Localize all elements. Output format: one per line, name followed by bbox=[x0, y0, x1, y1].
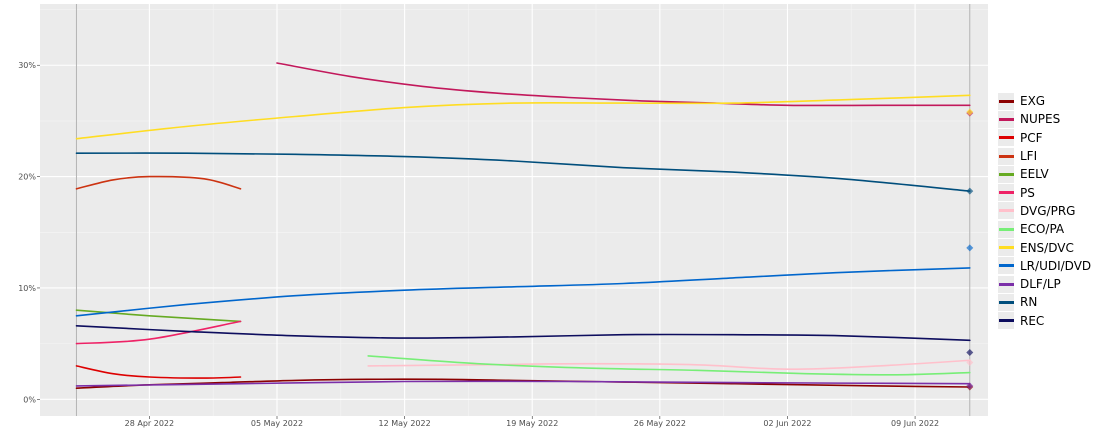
legend-item-rec: REC bbox=[998, 312, 1096, 330]
series-line-lfi bbox=[75, 175, 242, 190]
legend-swatch bbox=[998, 264, 1014, 268]
legend-swatch bbox=[998, 300, 1014, 304]
legend-key bbox=[998, 184, 1014, 202]
series-line-lr-udi-dvd bbox=[75, 267, 971, 317]
legend-swatch bbox=[998, 136, 1014, 140]
series-line-ens-dvc bbox=[75, 94, 971, 140]
series-line-dvg-prg bbox=[367, 359, 971, 371]
x-tick-label: 26 May 2022 bbox=[634, 419, 686, 428]
legend-item-eco-pa: ECO/PA bbox=[998, 220, 1096, 238]
legend-key bbox=[998, 293, 1014, 311]
legend-key bbox=[998, 165, 1014, 183]
election-date-lines bbox=[75, 4, 971, 416]
legend-label: LFI bbox=[1020, 149, 1038, 164]
legend-key bbox=[998, 110, 1014, 128]
legend-item-ens-dvc: ENS/DVC bbox=[998, 238, 1096, 257]
legend-label: ECO/PA bbox=[1020, 222, 1065, 237]
legend-swatch bbox=[998, 319, 1014, 323]
series-line-pcf bbox=[75, 365, 242, 379]
result-markers bbox=[966, 108, 974, 391]
legend-item-lfi: LFI bbox=[998, 147, 1096, 165]
x-tick-label: 12 May 2022 bbox=[379, 419, 431, 428]
x-axis: 28 Apr 2022 05 May 2022 12 May 2022 19 May … bbox=[125, 416, 939, 428]
y-tick-label: 0% bbox=[23, 395, 36, 404]
legend-label: NUPES bbox=[1020, 112, 1061, 127]
series-line-rec bbox=[75, 325, 971, 342]
legend-key bbox=[998, 92, 1014, 110]
legend-item-ps: PS bbox=[998, 183, 1096, 202]
x-tick-label: 02 Jun 2022 bbox=[763, 419, 811, 428]
legend-swatch bbox=[998, 246, 1014, 250]
series-line-dlf-lp bbox=[75, 380, 971, 387]
legend-key bbox=[998, 202, 1014, 220]
legend-item-dlf-lp: DLF/LP bbox=[998, 275, 1096, 293]
legend-key bbox=[998, 257, 1014, 275]
series-lines bbox=[75, 62, 971, 389]
legend-label: LR/UDI/DVD bbox=[1020, 258, 1092, 273]
y-tick-label: 30% bbox=[18, 61, 36, 70]
legend-label: REC bbox=[1020, 313, 1045, 328]
x-tick-label: 19 May 2022 bbox=[506, 419, 558, 428]
legend-label: PCF bbox=[1020, 130, 1043, 145]
legend-item-pcf: PCF bbox=[998, 129, 1096, 147]
legend-item-lr-udi-dvd: LR/UDI/DVD bbox=[998, 257, 1096, 275]
legend-item-dvg-prg: DVG/PRG bbox=[998, 202, 1096, 220]
legend-label: EXG bbox=[1020, 94, 1046, 109]
legend-label: DVG/PRG bbox=[1020, 203, 1076, 218]
result-marker-ens-dvc bbox=[966, 108, 974, 116]
series-line-eelv bbox=[75, 309, 242, 323]
result-marker-lr-udi-dvd bbox=[966, 244, 974, 252]
result-marker-dvg-prg bbox=[966, 359, 974, 367]
legend: EXG NUPES PCF LFI EELV PS DVG/PRG ECO/PA ENS/DVC… bbox=[998, 92, 1096, 330]
y-tick-label: 20% bbox=[18, 173, 36, 182]
legend-label: PS bbox=[1020, 185, 1035, 200]
x-tick-label: 05 May 2022 bbox=[251, 419, 303, 428]
series-line-nupes bbox=[276, 62, 971, 107]
legend-key bbox=[998, 239, 1014, 257]
legend-swatch bbox=[998, 227, 1014, 231]
series-line-ps bbox=[75, 320, 242, 345]
legend-item-exg: EXG bbox=[998, 92, 1096, 110]
legend-key bbox=[998, 129, 1014, 147]
result-marker-dlf-lp bbox=[966, 382, 974, 390]
legend-swatch bbox=[998, 154, 1014, 158]
grid-major bbox=[40, 4, 988, 416]
series-line-exg bbox=[75, 378, 971, 389]
plot-panel bbox=[40, 4, 988, 416]
legend-swatch bbox=[998, 172, 1014, 176]
y-tick-label: 10% bbox=[18, 284, 36, 293]
series-line-rn bbox=[75, 152, 971, 192]
legend-item-nupes: NUPES bbox=[998, 110, 1096, 128]
legend-key bbox=[998, 220, 1014, 238]
legend-key bbox=[998, 312, 1014, 330]
legend-label: DLF/LP bbox=[1020, 277, 1061, 292]
result-marker-rec bbox=[966, 349, 974, 357]
y-axis: 0% 10% 20% 30% bbox=[18, 61, 40, 404]
legend-item-rn: RN bbox=[998, 293, 1096, 311]
legend-key bbox=[998, 275, 1014, 293]
x-tick-label: 28 Apr 2022 bbox=[125, 419, 174, 428]
series-line-eco-pa bbox=[367, 355, 971, 376]
legend-label: ENS/DVC bbox=[1020, 240, 1074, 255]
legend-item-eelv: EELV bbox=[998, 165, 1096, 183]
legend-key bbox=[998, 147, 1014, 165]
legend-swatch bbox=[998, 191, 1014, 195]
legend-swatch bbox=[998, 282, 1014, 286]
legend-swatch bbox=[998, 117, 1014, 121]
grid-minor bbox=[40, 4, 988, 416]
result-marker-rn bbox=[966, 187, 974, 195]
legend-label: RN bbox=[1020, 295, 1038, 310]
legend-label: EELV bbox=[1020, 167, 1049, 182]
legend-swatch bbox=[998, 99, 1014, 103]
x-tick-label: 09 Jun 2022 bbox=[891, 419, 939, 428]
legend-swatch bbox=[998, 209, 1014, 213]
